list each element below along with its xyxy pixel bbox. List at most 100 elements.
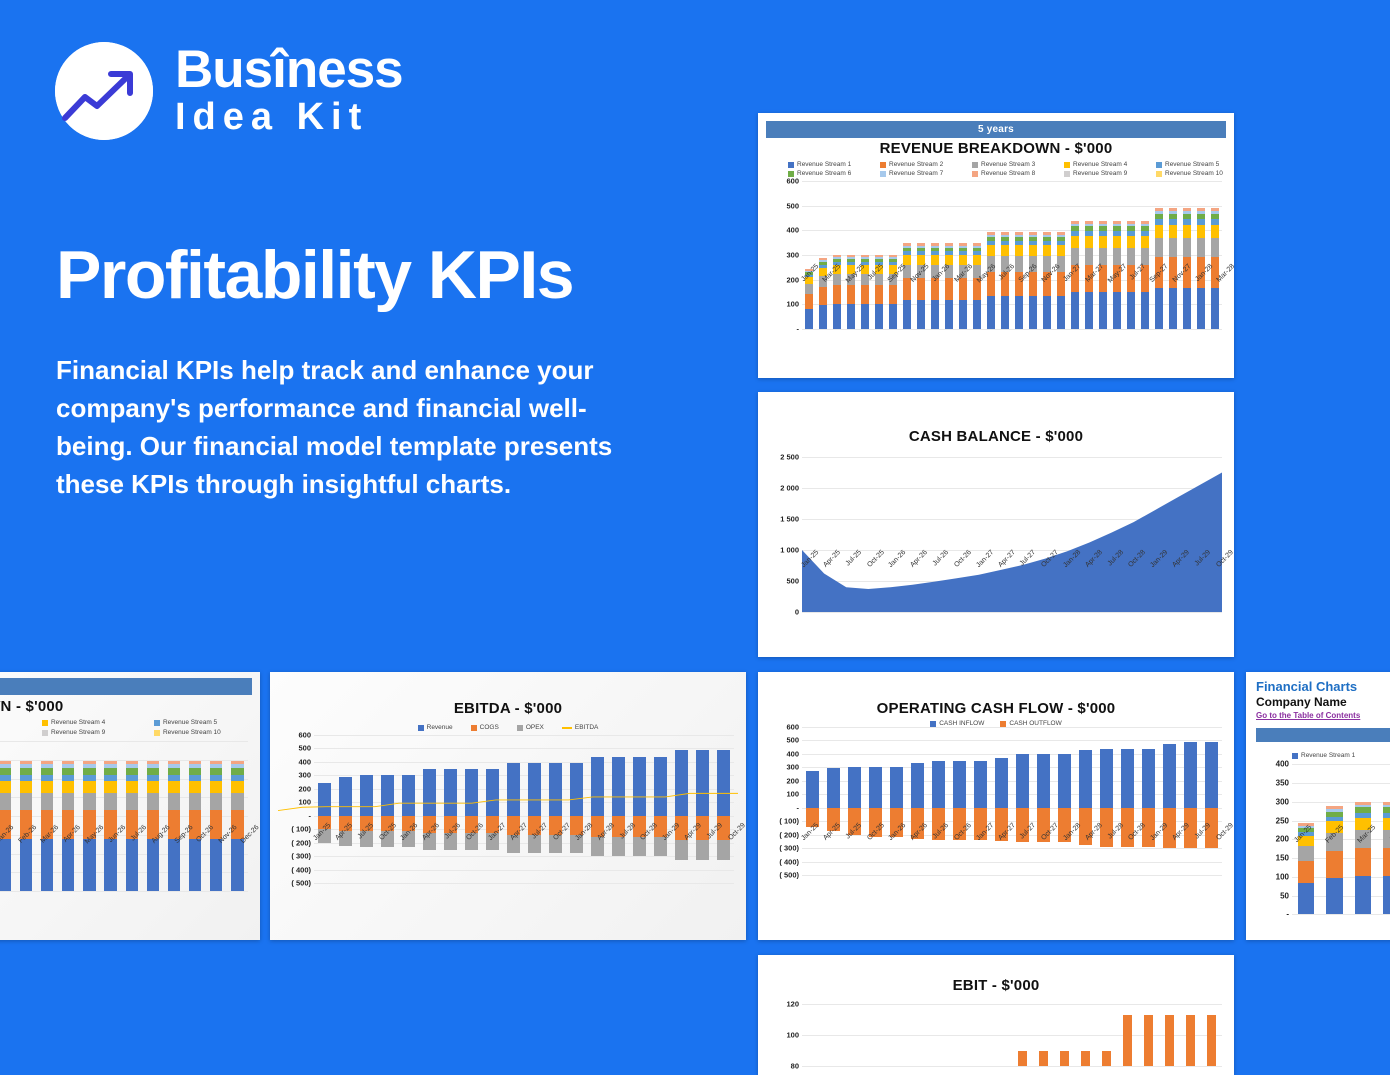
bar-segment xyxy=(972,251,982,256)
bar-segment xyxy=(888,285,898,304)
bar-segment xyxy=(860,303,870,329)
bar-segment xyxy=(1070,247,1080,265)
grid-line xyxy=(0,853,248,855)
bar-column xyxy=(1096,181,1110,329)
bar-segment xyxy=(167,838,181,891)
bar-segment xyxy=(1126,292,1136,329)
bar-negative xyxy=(1121,807,1134,847)
y-axis-tick: 100 xyxy=(786,299,799,309)
grid-line xyxy=(802,740,1222,742)
bar-positive xyxy=(633,756,646,816)
bar-segment xyxy=(986,234,996,237)
bar-segment xyxy=(1382,812,1390,818)
hero-section: Busîness Idea Kit Profitability KPIs Fin… xyxy=(0,0,740,672)
panel-revenue-breakdown-5-years[interactable]: 5 years REVENUE BREAKDOWN - $'000 Revenu… xyxy=(758,113,1234,378)
legend-item: Revenue Stream 8 xyxy=(0,729,28,736)
legend-label: Revenue Stream 1 xyxy=(1301,752,1356,760)
bar-segment xyxy=(1000,241,1010,246)
bar-segment xyxy=(1056,241,1066,246)
bar-column xyxy=(886,727,907,875)
bar-column xyxy=(928,181,942,329)
bar-segment xyxy=(832,255,842,258)
bar-segment xyxy=(804,269,814,271)
grid-line xyxy=(802,1035,1222,1036)
bar-segment xyxy=(1326,850,1343,878)
bar-segment xyxy=(1297,860,1315,884)
bar-positive xyxy=(1016,754,1029,808)
bar-negative xyxy=(995,807,1008,842)
legend-item: CASH INFLOW xyxy=(930,720,984,727)
bar-segment xyxy=(958,251,968,256)
table-of-contents-link[interactable]: Go to the Table of Contents xyxy=(1256,711,1361,721)
panel-financial-charts[interactable]: Financial Charts Company Name Go to the … xyxy=(1246,672,1390,940)
bar-negative xyxy=(507,815,520,836)
stacked-bar xyxy=(1140,220,1150,329)
bar-segment xyxy=(1070,223,1080,226)
bar-segment xyxy=(231,838,244,891)
grid-line xyxy=(802,304,1222,306)
chart-title-operating-cash-flow: OPERATING CASH FLOW - $'000 xyxy=(876,700,1116,717)
bar-ebit xyxy=(1039,1050,1048,1066)
bar-ebit xyxy=(1207,1014,1216,1066)
bar-segment xyxy=(1098,225,1108,231)
bar-column xyxy=(1159,1004,1180,1066)
bar-segment xyxy=(818,260,828,262)
bar-series-ebitda xyxy=(314,735,734,883)
x-axis-quarters: Jan-25 Apr-25 Jul-25 Oct-25 Jan-26 Apr-26 Jul-… xyxy=(794,549,1234,569)
panel-ebitda[interactable]: EBITDA - $'000 Revenue COGS OPEX EBITDA 600… xyxy=(270,672,746,940)
bar-segment xyxy=(1140,247,1150,265)
bar-segment xyxy=(83,838,96,891)
panel-cash-balance[interactable]: CASH BALANCE - $'000 2 500 2 000 1 500 1 00… xyxy=(758,392,1234,657)
bar-column xyxy=(1124,181,1138,329)
y-axis-tick: ( 100) xyxy=(779,816,799,826)
y-axis-tick: 400 xyxy=(1275,759,1289,769)
bar-segment xyxy=(1210,257,1220,288)
bar-negative xyxy=(318,815,331,829)
legend-swatch xyxy=(788,161,794,168)
stacked-bar xyxy=(972,243,982,329)
grid-line xyxy=(802,612,1222,613)
bar-segment xyxy=(1126,235,1136,248)
panel-ebit[interactable]: EBIT - $'000 120 100 80 xyxy=(758,955,1234,1075)
bar-segment xyxy=(1196,211,1206,214)
bar-negative xyxy=(402,831,415,848)
legend-swatch xyxy=(470,724,477,731)
bar-segment xyxy=(832,262,842,266)
bar-segment xyxy=(41,838,54,891)
bar-negative xyxy=(549,835,562,853)
area-series-cash-balance xyxy=(802,457,1222,612)
panel-revenue-breakdown-24-months[interactable]: 24 months REAKDOWN - $'000 Revenue Strea… xyxy=(0,672,260,940)
bar-segment xyxy=(972,264,982,279)
legend-label: Revenue Stream 1 xyxy=(797,161,852,168)
bar-column xyxy=(886,181,900,329)
panel-operating-cash-flow[interactable]: OPERATING CASH FLOW - $'000 CASH INFLOW C… xyxy=(758,672,1234,940)
bar-segment xyxy=(930,247,940,252)
bar-segment xyxy=(1168,287,1178,329)
chart-legend-revenue-streams-24m: Revenue Stream 3 Revenue Stream 4 Revenue … xyxy=(0,719,252,739)
bar-negative xyxy=(869,807,882,837)
bar-column xyxy=(608,735,629,883)
bar-segment xyxy=(1112,292,1122,329)
bar-positive xyxy=(675,749,688,816)
bar-segment xyxy=(41,810,54,839)
grid-line xyxy=(802,279,1222,281)
bar-negative xyxy=(570,835,583,853)
bar-column xyxy=(1012,181,1026,329)
bar-positive xyxy=(827,768,840,808)
bar-segment xyxy=(1182,207,1192,212)
bar-segment xyxy=(1210,224,1220,239)
legend-swatch xyxy=(153,719,160,726)
legend-label: Revenue Stream 7 xyxy=(889,170,944,177)
stacked-bar xyxy=(1098,220,1108,329)
bar-positive xyxy=(1058,754,1071,808)
y-axis-tick: 500 xyxy=(786,201,799,211)
bar-segment xyxy=(231,810,244,839)
stacked-bar xyxy=(1168,207,1178,329)
bar-column xyxy=(1166,181,1180,329)
bar-segment xyxy=(888,258,898,263)
bar-segment xyxy=(104,760,117,765)
bar-segment xyxy=(1210,211,1220,214)
bar-segment xyxy=(0,760,11,765)
bar-segment xyxy=(902,264,912,279)
y-axis-tick: - xyxy=(308,811,312,821)
